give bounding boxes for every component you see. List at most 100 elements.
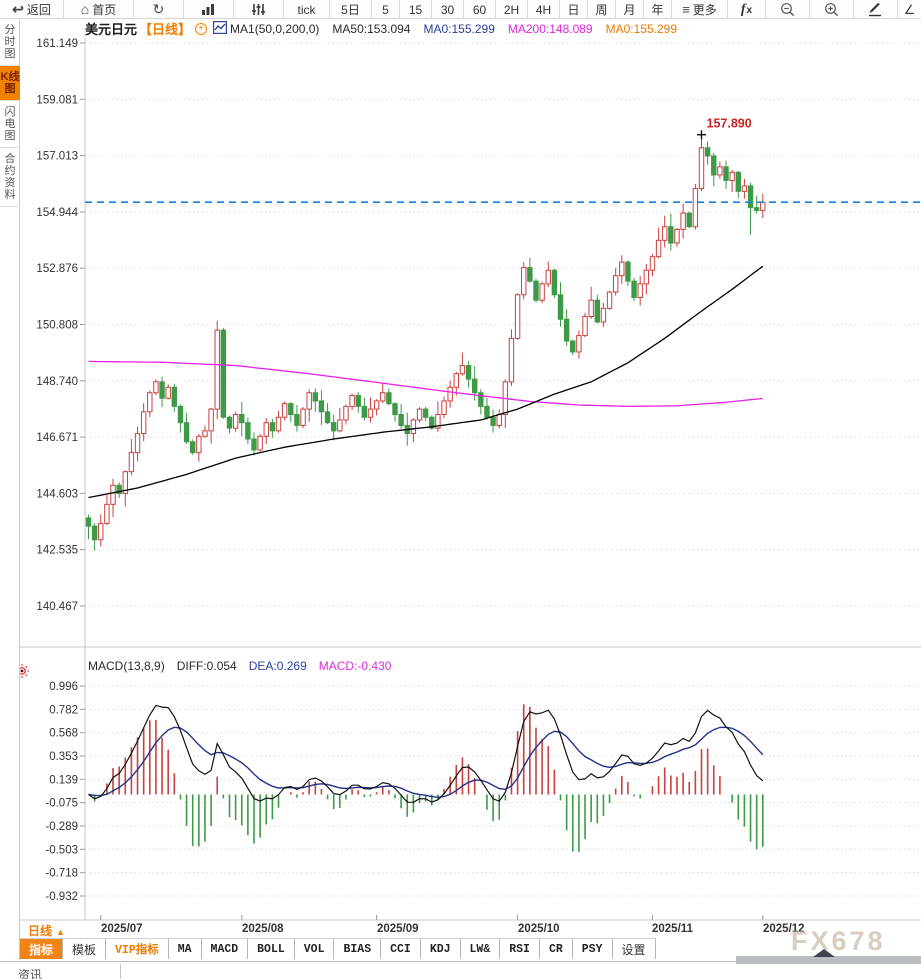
candle (306, 392, 312, 410)
price-axis-labels: 161.149 159.081 157.013 154.944 152.876 150.8… (36, 38, 78, 903)
candle (453, 373, 460, 388)
candle (416, 408, 423, 421)
macd-axis-label: -0.718 (45, 868, 78, 880)
toolbar-button-bar-chart[interactable] (184, 0, 234, 19)
candle (300, 408, 306, 426)
toolbar-button-min-5[interactable]: 5 (372, 0, 400, 19)
toolbar-button-zoom-in[interactable] (810, 0, 854, 19)
toolbar-button-month[interactable]: 月 (616, 0, 644, 19)
back-icon: ↩ (12, 0, 24, 17)
sidebar-tab-time-share[interactable]: 分时图 (0, 19, 20, 66)
indicator-tab-lw[interactable]: LW& (461, 939, 501, 959)
toolbar-button-min-30[interactable]: 30 (432, 0, 464, 19)
month-label: 2025/11 (652, 923, 693, 935)
toolbar-button-back[interactable]: ↩ 返回 (0, 0, 64, 19)
toolbar-button-fx[interactable]: fx (728, 0, 766, 19)
candle (220, 329, 227, 418)
candle (91, 525, 98, 541)
toolbar-button-hour-4[interactable]: 4H (528, 0, 560, 19)
indicator-tab-模板[interactable]: 模板 (63, 939, 107, 959)
indicator-tab-ma[interactable]: MA (169, 939, 202, 959)
period-badge: 【日线】 (139, 22, 192, 37)
toolbar-button-label: 60 (472, 2, 487, 17)
menu-icon: ≡ (682, 1, 690, 17)
watermark: FX678 (791, 926, 886, 956)
indicator-tab-vol[interactable]: VOL (295, 939, 335, 959)
toolbar-button-hour-2[interactable]: 2H (496, 0, 528, 19)
price-axis-label: 144.603 (36, 488, 78, 500)
diff-line (88, 704, 764, 803)
dea-line (88, 726, 764, 799)
toolbar-button-day[interactable]: 日 (560, 0, 588, 19)
indicator-tab-cci[interactable]: CCI (381, 939, 421, 959)
candle (288, 403, 294, 416)
toolbar-button-tick[interactable]: tick (284, 0, 330, 19)
home-icon: ⌂ (80, 0, 90, 17)
candle (539, 283, 545, 301)
toolbar-button-more[interactable]: ≡ 更多 (672, 0, 728, 19)
candle (398, 414, 404, 426)
price-axis-label: 150.808 (36, 319, 78, 331)
candle (576, 335, 582, 353)
indicator-tab-设置[interactable]: 设置 (613, 939, 656, 959)
candle (447, 386, 453, 402)
candle (582, 316, 588, 337)
indicator-tab-macd[interactable]: MACD (202, 939, 249, 959)
toolbar-button-angle[interactable]: ∠ (898, 0, 921, 19)
indicator-tab-boll[interactable]: BOLL (248, 939, 295, 959)
macd-axis-label: -0.932 (45, 891, 78, 903)
ma-legend-item: MA0:155.299 (423, 21, 495, 36)
indicator-tab-psy[interactable]: PSY (573, 939, 613, 959)
zoom-in-icon (824, 2, 839, 17)
candle (134, 433, 141, 454)
sidebar-tab-contract-info[interactable]: 合约资料 (0, 148, 20, 207)
sidebar-tab-lightning[interactable]: 闪电图 (0, 101, 20, 148)
price-gridlines (80, 42, 921, 897)
toolbar-button-range-5d[interactable]: 5日 (330, 0, 372, 19)
toolbar-button-week[interactable]: 周 (588, 0, 616, 19)
indicator-tab-bias[interactable]: BIAS (334, 939, 382, 959)
candle (680, 212, 686, 230)
toolbar-button-min-15[interactable]: 15 (400, 0, 432, 19)
sidebar-tab-kline[interactable]: K线图 (0, 66, 20, 101)
indicator-tab-指标[interactable]: 指标 (20, 939, 64, 959)
toolbar-button-label: 4H (535, 2, 552, 17)
chart-type-sidebar: 分时图 K线图 闪电图 合约资料 (0, 19, 20, 960)
indicator-tab-cr[interactable]: CR (540, 939, 573, 959)
candle (245, 422, 251, 440)
ma-legend: MA1(50,0,200,0) MA50:153.094 MA0:155.299 MA… (230, 22, 690, 36)
candle (263, 422, 269, 437)
toolbar-button-home[interactable]: ⌂ 首页 (64, 0, 134, 19)
price-axis-label: 154.944 (36, 207, 78, 219)
horizontal-scrollbar[interactable] (736, 956, 921, 964)
candle (625, 261, 631, 282)
candle (594, 299, 600, 323)
period-selector[interactable]: 日线 ▲ (28, 922, 65, 939)
price-axis-label: 142.535 (36, 545, 78, 557)
toolbar-button-year[interactable]: 年 (644, 0, 672, 19)
indicator-tab-kdj[interactable]: KDJ (421, 939, 461, 959)
toolbar-button-zoom-out[interactable] (766, 0, 810, 19)
toolbar-button-label: tick (297, 2, 316, 17)
macd-axis-label: -0.289 (45, 821, 78, 833)
macd-legend-item: MACD:-0.430 (318, 659, 392, 673)
add-indicator-icon[interactable]: + (195, 22, 208, 35)
toolbar-button-refresh[interactable]: ↻ (134, 0, 184, 19)
candle (723, 166, 729, 181)
price-axis-label: 140.467 (36, 601, 78, 613)
expand-panel-triangle-icon[interactable] (813, 949, 835, 957)
toolbar-button-draw[interactable] (854, 0, 898, 19)
triangle-up-icon: ▲ (56, 927, 65, 937)
candle (331, 422, 337, 432)
toolbar-button-kline-style[interactable] (234, 0, 284, 19)
candle (153, 381, 159, 394)
ma-legend-item: MA200:148.089 (507, 21, 593, 36)
toolbar-button-min-60[interactable]: 60 (464, 0, 496, 19)
news-tab[interactable]: 资讯 (18, 968, 43, 979)
mini-chart-icon[interactable] (212, 20, 228, 37)
indicator-tab-rsi[interactable]: RSI (500, 939, 540, 959)
indicator-tab-vip指标[interactable]: VIP指标 (106, 939, 169, 959)
candle (551, 269, 558, 296)
symbol-name: 美元日元 (85, 22, 138, 37)
